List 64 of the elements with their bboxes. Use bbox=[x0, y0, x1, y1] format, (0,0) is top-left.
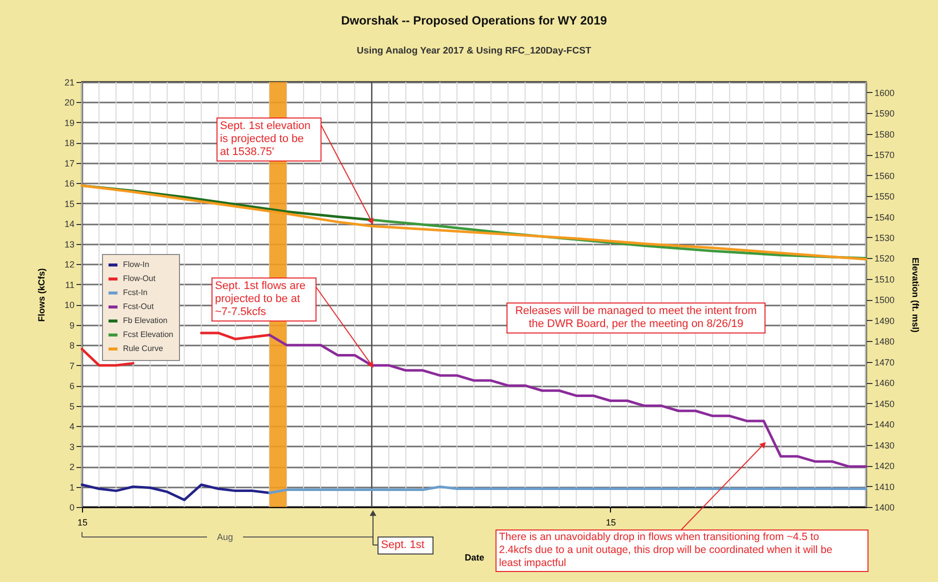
y-tick-label: 8 bbox=[69, 340, 74, 351]
y2-tick-label: 1440 bbox=[874, 420, 895, 430]
legend-label: Fcst-Out bbox=[123, 302, 154, 311]
y2-tick-label: 1550 bbox=[874, 192, 895, 202]
y-tick-label: 20 bbox=[64, 98, 74, 108]
y-tick-label: 17 bbox=[64, 158, 74, 168]
line-series bbox=[268, 334, 868, 468]
y2-tick-label: 1430 bbox=[874, 440, 895, 450]
y2-tick-label: 1590 bbox=[874, 108, 895, 119]
y-tick-label: 15 bbox=[64, 198, 74, 209]
line-series bbox=[268, 486, 868, 494]
y-tick-label: 3 bbox=[69, 442, 74, 452]
y-tick-label: 5 bbox=[69, 401, 74, 412]
y2-tick-label: 1450 bbox=[874, 398, 895, 409]
legend-label: Fcst-In bbox=[123, 288, 148, 297]
y2-tick-label: 1540 bbox=[874, 212, 895, 222]
chart-subtitle: Using Analog Year 2017 & Using RFC_120Day-FCST bbox=[356, 46, 592, 56]
y2-tick-label: 1520 bbox=[874, 254, 895, 264]
y-tick-label: 1 bbox=[69, 482, 74, 492]
legend-label: Fb Elevation bbox=[123, 316, 168, 325]
y-tick-label: 14 bbox=[64, 219, 74, 230]
y2-tick-label: 1470 bbox=[874, 357, 895, 368]
x-axis-title: Date bbox=[464, 552, 484, 562]
y2-tick-label: 1400 bbox=[874, 502, 895, 512]
y2-tick-label: 1420 bbox=[874, 461, 895, 472]
chart-title: Dworshak -- Proposed Operations for WY 2019 bbox=[341, 14, 608, 28]
legend-label: Fcst Elevation bbox=[123, 330, 174, 339]
y2-tick-label: 1460 bbox=[874, 378, 895, 388]
y-tick-label: 16 bbox=[64, 178, 74, 189]
y2-tick-label: 1500 bbox=[874, 295, 895, 306]
y-axis-title: Flows (kCfs) bbox=[36, 268, 46, 322]
y-tick-label: 7 bbox=[69, 360, 74, 371]
legend-label: Flow-Out bbox=[123, 274, 156, 283]
text: Aug bbox=[216, 532, 234, 542]
y-tick-label: 21 bbox=[64, 78, 74, 88]
line-series bbox=[80, 483, 271, 502]
legend-label: Flow-In bbox=[123, 260, 150, 269]
y-tick-label: 0 bbox=[69, 502, 74, 512]
annotation: Sept. 1st elevation is projected to be at 1538.75' bbox=[220, 120, 311, 158]
y-tick-label: 18 bbox=[64, 138, 74, 148]
y-tick-label: 13 bbox=[64, 239, 74, 250]
y2-tick-label: 1580 bbox=[874, 129, 895, 140]
y2-tick-label: 1570 bbox=[874, 150, 895, 160]
y-tick-label: 2 bbox=[69, 462, 74, 472]
y-tick-label: 10 bbox=[64, 300, 74, 310]
y-tick-label: 4 bbox=[69, 422, 74, 432]
legend-label: Rule Curve bbox=[123, 344, 164, 353]
y-tick-label: 9 bbox=[69, 320, 74, 330]
y2-tick-label: 1490 bbox=[874, 316, 895, 326]
y-tick-label: 11 bbox=[65, 280, 74, 290]
y2-tick-label: 1600 bbox=[874, 88, 895, 98]
y-tick-label: 19 bbox=[64, 118, 74, 128]
y2-tick-label: 1410 bbox=[874, 482, 895, 492]
y-tick-label: 12 bbox=[64, 260, 74, 270]
annotation: Releases will be managed to meet the intent from the DWR Board, per the meeting on 8/26/19 bbox=[515, 305, 757, 330]
y2-tick-label: 1560 bbox=[874, 170, 895, 181]
y-tick-label: 6 bbox=[69, 381, 74, 392]
y2-tick-label: 1510 bbox=[874, 274, 895, 284]
annotation: There is an unavoidably drop in flows when transitioning from ~4.5 to 2.4kcfs due to a unit outage, this drop will be coordinated when it will be least impactful bbox=[499, 531, 832, 569]
y2-tick-label: 1530 bbox=[874, 232, 895, 243]
legend-label: Sept. 1st bbox=[381, 539, 424, 551]
y2-tick-label: 1480 bbox=[874, 336, 895, 347]
annotation: Sept. 1st flows are projected to be at ~7-7.5kcfs bbox=[215, 280, 306, 318]
y2-axis-title: Elevation (ft. msl) bbox=[910, 257, 921, 333]
